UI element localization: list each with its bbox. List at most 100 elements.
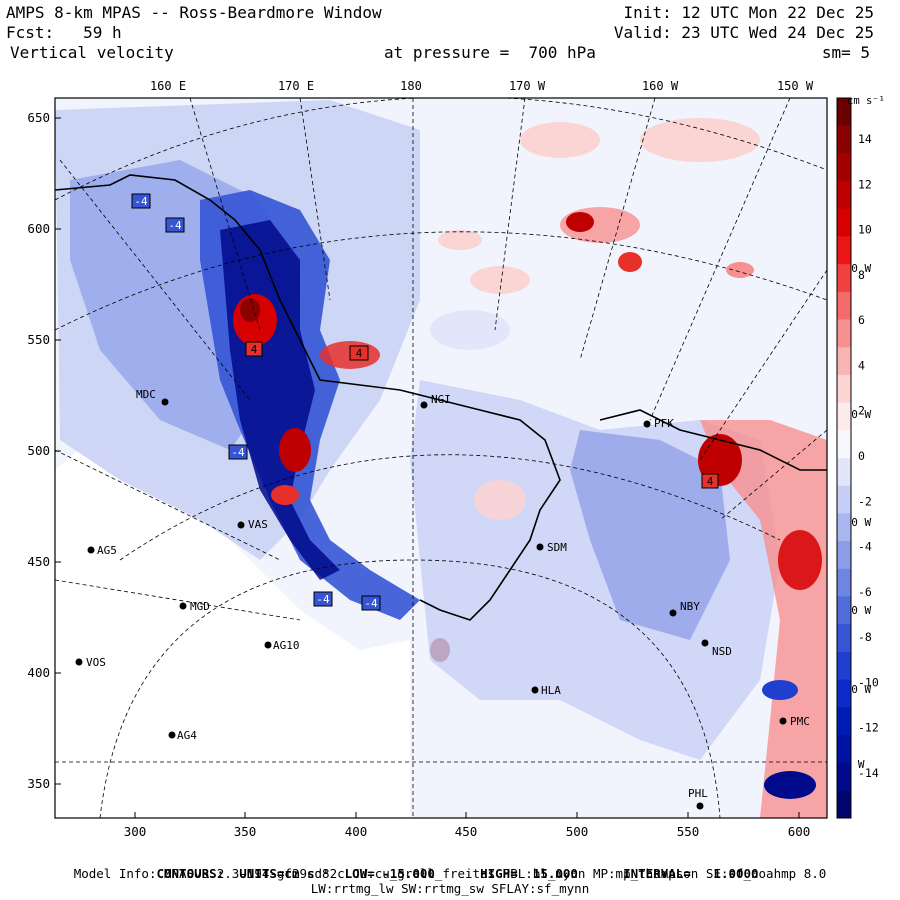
nodata-region xyxy=(55,440,410,818)
colorbar-tick: 6 xyxy=(858,313,865,327)
lon-label: 170 W xyxy=(509,79,546,93)
svg-text:4: 4 xyxy=(707,475,714,488)
init-time: Init: 12 UTC Mon 22 Dec 25 xyxy=(623,3,874,22)
colorbar-swatch xyxy=(837,568,851,597)
svg-text:-4: -4 xyxy=(364,597,378,610)
colorbar-swatch xyxy=(837,707,851,736)
model-info: Model Info: MPASv8.2.3-194-gf29cd82c CU:… xyxy=(73,866,827,881)
colorbar-tick: -10 xyxy=(858,675,879,689)
contour-label-box: 4 xyxy=(701,473,719,489)
x-tick: 400 xyxy=(345,824,368,839)
y-tick-marks xyxy=(55,117,61,785)
lon-label: 180 xyxy=(400,79,422,93)
svg-text:MGD: MGD xyxy=(190,600,210,613)
svg-text:AG10: AG10 xyxy=(273,639,300,652)
x-tick-marks xyxy=(134,812,800,818)
station-marker: NSD xyxy=(701,639,732,658)
up-cell-g xyxy=(778,530,822,590)
colorbar-swatch xyxy=(837,153,851,182)
colorbar-swatch xyxy=(837,319,851,348)
lon-label: 160 W xyxy=(642,79,679,93)
colorbar-tick: 14 xyxy=(858,132,872,146)
colorbar-tick: 8 xyxy=(858,268,865,282)
station-marker: PHL xyxy=(688,787,708,810)
up-blob-2 xyxy=(618,252,642,272)
lon-label: 150 W xyxy=(777,79,814,93)
colorbar-tick: 2 xyxy=(858,404,865,418)
colorbar xyxy=(836,97,852,819)
colorbar-swatch xyxy=(837,208,851,237)
station-marker: NBY xyxy=(669,600,700,617)
lon-label: 160 E xyxy=(150,79,186,93)
svg-text:NBY: NBY xyxy=(680,600,700,613)
svg-text:-4: -4 xyxy=(134,195,148,208)
up-blob-8 xyxy=(474,480,526,520)
svg-text:VAS: VAS xyxy=(248,518,268,531)
plot-title: AMPS 8-km MPAS -- Ross-Beardmore Window xyxy=(6,3,382,22)
contour-label-box: -4 xyxy=(165,217,185,233)
colorbar-tick: 10 xyxy=(858,223,872,237)
svg-text:-4: -4 xyxy=(168,219,182,232)
contour-label-box: -4 xyxy=(313,591,333,607)
x-tick: 350 xyxy=(234,824,257,839)
y-tick: 550 xyxy=(27,332,50,347)
x-tick: 450 xyxy=(455,824,478,839)
valid-time: Valid: 23 UTC Wed 24 Dec 25 xyxy=(613,23,874,42)
svg-text:PMC: PMC xyxy=(790,715,810,728)
contour-info: CONTOURS: UNITS=cm s⁻¹ LOW= -15.000 HIGH… xyxy=(0,851,900,881)
colorbar-tick: -14 xyxy=(858,766,879,780)
up-cell-c xyxy=(279,428,311,472)
x-tick: 300 xyxy=(124,824,147,839)
station-marker: VOS xyxy=(75,656,106,669)
station-marker: VAS xyxy=(237,518,268,531)
up-blob-4 xyxy=(438,230,482,250)
colorbar-swatch xyxy=(837,679,851,708)
contour-labels: -4 -4 4 -4 -4 -4 4 4 xyxy=(131,193,719,611)
high-label: HIGH= 15.000 xyxy=(480,866,578,881)
up-east xyxy=(700,420,827,818)
colorbar-units: cm s⁻¹ xyxy=(847,95,885,107)
contour-label-box: -4 xyxy=(228,444,248,460)
svg-text:NSD: NSD xyxy=(712,645,732,658)
colorbar-swatch xyxy=(837,513,851,542)
colorbar-tick: 0 xyxy=(858,449,865,463)
up-blob-7 xyxy=(520,122,600,158)
contour-label-box: 4 xyxy=(245,341,263,357)
colorbar-tick: -12 xyxy=(858,721,879,735)
station-marker: AG4 xyxy=(168,729,197,742)
colorbar-swatch xyxy=(837,734,851,764)
svg-text:AG4: AG4 xyxy=(177,729,197,742)
svg-text:-4: -4 xyxy=(231,446,245,459)
station-marker: PMC xyxy=(779,715,810,728)
svg-text:4: 4 xyxy=(356,347,363,360)
low-label: LOW= -15.000 xyxy=(344,866,435,881)
colorbar-swatch xyxy=(837,651,851,681)
top-lon-labels: 160 E 170 E 180 170 W 160 W 150 W xyxy=(150,79,814,93)
colorbar-tick: -8 xyxy=(858,630,872,644)
colorbar-swatch xyxy=(837,374,851,404)
forecast-hour: Fcst: 59 h xyxy=(6,24,122,42)
y-tick: 600 xyxy=(27,221,50,236)
svg-text:PHL: PHL xyxy=(688,787,708,800)
colorbar-swatch xyxy=(837,430,851,459)
contour-label-box: 4 xyxy=(349,345,369,361)
x-tick: 550 xyxy=(677,824,700,839)
up-blob-3 xyxy=(470,266,530,294)
smoothing-label: sm= 5 xyxy=(821,43,870,62)
y-tick: 350 xyxy=(27,776,50,791)
svg-text:VOS: VOS xyxy=(86,656,106,669)
up-blob-1-core xyxy=(566,212,594,232)
colorbar-frame xyxy=(836,97,852,819)
colorbar-swatch xyxy=(837,624,851,653)
interval-label: INTERVAL= 1.0000 xyxy=(623,866,759,881)
colorbar-swatch xyxy=(837,485,851,514)
svg-text:SDM: SDM xyxy=(547,541,567,554)
y-tick: 450 xyxy=(27,554,50,569)
units-label: UNITS=cm s⁻¹ xyxy=(239,866,330,881)
field-name: Vertical velocity xyxy=(10,43,174,62)
colorbar-swatch xyxy=(837,402,851,431)
station-marker: AG5 xyxy=(87,544,117,557)
contour-label-box: -4 xyxy=(131,193,151,209)
field-shading xyxy=(55,100,827,818)
fcst-label: Fcst: xyxy=(6,23,55,42)
